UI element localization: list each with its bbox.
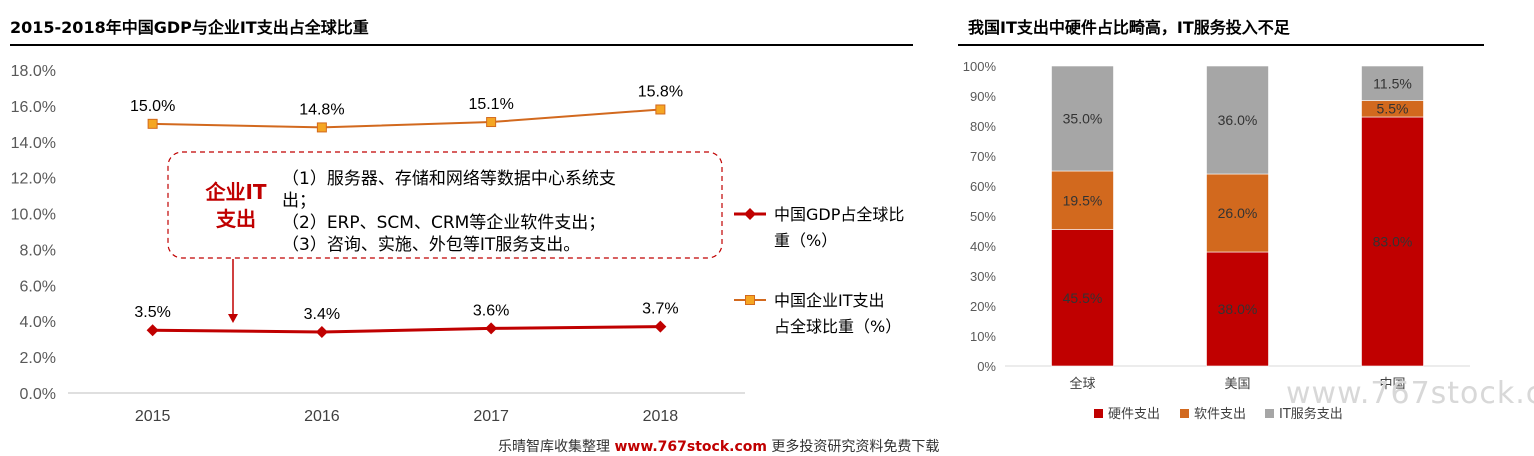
y-tick-label: 70%: [970, 149, 996, 164]
bar-segment: [1206, 173, 1269, 253]
legend-label: 中国GDP占全球比: [774, 205, 904, 224]
y-tick-label: 10.0%: [11, 207, 56, 224]
bar-data-label: 83.0%: [1373, 234, 1413, 250]
left-title-rule: [10, 44, 913, 46]
y-tick-label: 0%: [977, 359, 996, 374]
legend-marker-diamond: [744, 208, 756, 220]
bar-segment: [1206, 65, 1269, 175]
y-tick-label: 8.0%: [20, 242, 56, 259]
annotation-box: [167, 151, 723, 259]
data-point-diamond: [146, 324, 159, 337]
y-tick-label: 0.0%: [20, 386, 56, 403]
bar-data-label: 36.0%: [1218, 112, 1258, 128]
annotation-text-line: （1）服务器、存储和网络等数据中心系统支: [282, 169, 616, 189]
bar-data-label: 19.5%: [1063, 192, 1103, 208]
x-tick-label: 2017: [473, 408, 509, 425]
x-tick-label: 全球: [1069, 376, 1095, 392]
y-tick-label: 30%: [970, 269, 996, 284]
bar-data-label: 26.0%: [1218, 205, 1258, 221]
data-label: 15.1%: [468, 96, 513, 113]
footer-source: 乐晴智库收集整理 www.767stock.com 更多投资研究资料免费下载: [498, 436, 939, 456]
bar-segment: [1361, 65, 1424, 101]
x-tick-label: 2018: [643, 408, 679, 425]
x-tick-label: 2016: [304, 408, 340, 425]
y-tick-label: 12.0%: [11, 171, 56, 188]
annotation-arrow-head: [228, 314, 238, 323]
y-tick-label: 16.0%: [11, 99, 56, 116]
footer-suffix: 更多投资研究资料免费下载: [766, 439, 940, 455]
data-label: 3.6%: [473, 302, 509, 319]
annotation-text-line: （3）咨询、实施、外包等IT服务支出。: [282, 235, 580, 255]
data-point-square: [316, 122, 327, 133]
bar-data-label: 35.0%: [1063, 111, 1103, 127]
left-chart-title: 2015-2018年中国GDP与企业IT支出占全球比重: [10, 18, 369, 37]
data-point-diamond: [485, 322, 498, 335]
footer-brand-link[interactable]: www.767stock.com: [614, 439, 767, 455]
left-line-chart: 0.0% 2.0% 4.0% 6.0% 8.0% 10.0% 12.0% 14.0% 16.0%…: [11, 63, 905, 425]
legend-marker-square: [745, 295, 755, 305]
bar-segment: [1206, 251, 1269, 367]
bar-data-label: 38.0%: [1218, 301, 1258, 317]
y-tick-label: 6.0%: [20, 278, 56, 295]
y-tick-label: 50%: [970, 209, 996, 224]
legend-label: 重（%）: [774, 231, 837, 250]
annotation-text-line: （2）ERP、SCM、CRM等企业软件支出；: [282, 213, 605, 233]
y-tick-label: 10%: [970, 329, 996, 344]
annotation-text-line: 出；: [282, 191, 316, 211]
x-tick-label: 美国: [1224, 377, 1250, 392]
x-tick-label: 中国: [1379, 377, 1405, 392]
right-title-rule: [958, 44, 1484, 46]
data-point-square: [486, 117, 497, 128]
data-label: 3.7%: [642, 301, 678, 318]
y-tick-label: 100%: [963, 59, 997, 74]
right-stacked-bar-chart: 0% 10% 20% 30% 40% 50% 60% 70% 80% 90% 100% 45.5% 19…: [963, 59, 1470, 422]
series-line: [152, 108, 661, 129]
y-tick-label: 4.0%: [20, 314, 56, 331]
bar-data-label: 45.5%: [1063, 290, 1103, 306]
bar-data-label: 5.5%: [1377, 101, 1409, 117]
y-tick-label: 90%: [970, 89, 996, 104]
legend-swatch: [1094, 409, 1103, 418]
legend-label: 硬件支出: [1108, 407, 1160, 422]
legend-label: 软件支出: [1194, 407, 1246, 422]
data-label: 14.8%: [299, 101, 344, 118]
y-tick-label: 14.0%: [11, 135, 56, 152]
legend-label: 占全球比重（%）: [774, 317, 901, 336]
data-point-diamond: [654, 320, 667, 333]
legend-label: 中国企业IT支出: [774, 291, 885, 310]
legend-label: IT服务支出: [1279, 406, 1343, 422]
footer-prefix: 乐晴智库收集整理: [498, 439, 615, 455]
y-tick-label: 40%: [970, 239, 996, 254]
annotation-label: 支出: [216, 207, 256, 231]
right-chart-title: 我国IT支出中硬件占比畸高，IT服务投入不足: [968, 18, 1290, 37]
bar-segment: [1051, 170, 1114, 230]
data-point-square: [655, 104, 666, 115]
bar-data-label: 11.5%: [1373, 75, 1412, 91]
annotation-label: 企业IT: [204, 180, 266, 204]
y-tick-label: 18.0%: [11, 63, 56, 80]
data-point-square: [147, 118, 158, 129]
y-tick-label: 2.0%: [20, 350, 56, 367]
legend-swatch: [1180, 409, 1189, 418]
legend-swatch: [1265, 409, 1274, 418]
bar-segment: [1051, 65, 1114, 172]
bar-segment: [1361, 116, 1424, 367]
x-tick-label: 2015: [135, 408, 171, 425]
watermark: www.767stock.co: [1286, 376, 1534, 411]
y-tick-label: 20%: [970, 299, 996, 314]
data-label: 15.0%: [130, 98, 175, 115]
data-label: 3.5%: [134, 304, 170, 321]
series-line: [152, 325, 661, 334]
bar-segment: [1051, 229, 1114, 367]
y-tick-label: 80%: [970, 119, 996, 134]
data-label: 15.8%: [638, 83, 683, 100]
y-tick-label: 60%: [970, 179, 996, 194]
data-point-diamond: [315, 325, 328, 338]
data-label: 3.4%: [304, 306, 340, 323]
